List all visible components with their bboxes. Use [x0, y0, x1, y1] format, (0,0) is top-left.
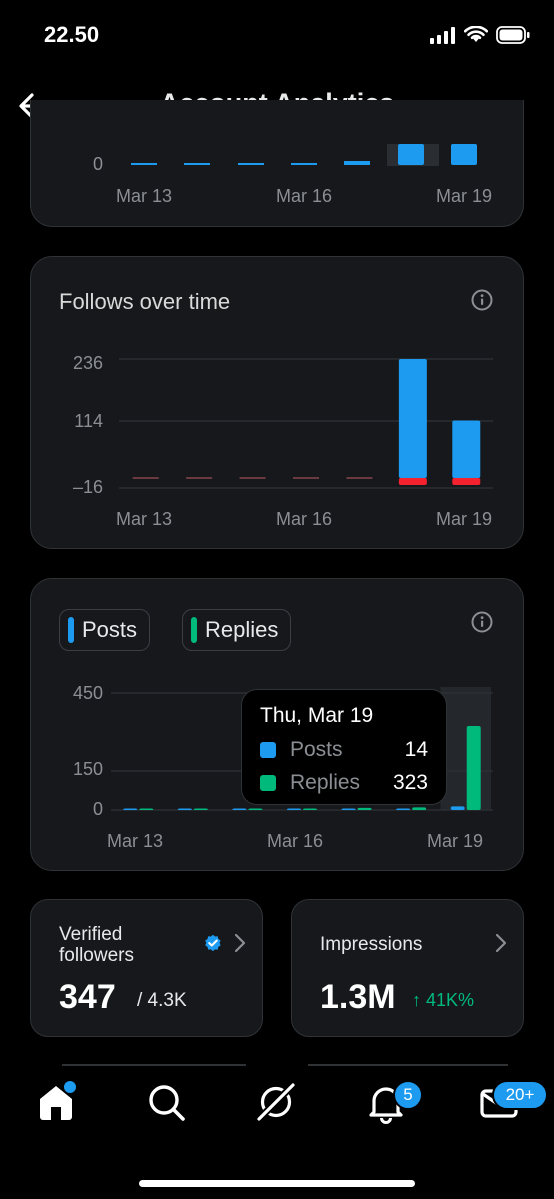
verified-followers-value: 347 [59, 978, 116, 1016]
follows-x-tick: Mar 13 [116, 509, 173, 529]
replies-bar [139, 808, 154, 810]
top-bar [451, 144, 477, 165]
follows-bar [239, 477, 266, 479]
posts-highlight-column [440, 687, 491, 810]
posts-bar [341, 808, 356, 810]
home-icon[interactable] [34, 1080, 78, 1124]
replies-swatch [191, 617, 197, 643]
next-card-edge [308, 1064, 508, 1066]
top-x-tick: Mar 13 [116, 186, 173, 206]
replies-bar [248, 808, 263, 810]
top-bar [131, 163, 157, 165]
posts-bar [450, 806, 465, 810]
posts-x-tick: Mar 16 [267, 831, 324, 851]
follows-y-tick: –16 [72, 477, 103, 497]
verified-followers-card[interactable]: Verified followers 347 / 4.3K [30, 899, 263, 1037]
top-bar [291, 163, 317, 165]
top-x-tick: Mar 19 [436, 186, 493, 206]
tooltip-label: Posts [290, 738, 343, 761]
legend-posts-label: Posts [82, 617, 138, 642]
notifications-badge: 5 [393, 1080, 423, 1110]
top-bar [238, 163, 264, 165]
home-notification-dot [62, 1079, 78, 1095]
replies-bar [466, 726, 481, 810]
home-indicator [139, 1180, 415, 1187]
bottom-nav: 5 20+ [0, 1060, 554, 1150]
follows-bar [452, 420, 481, 478]
follows-chart-card: Follows over time 236 114 –16 Mar 13 Mar… [30, 256, 524, 549]
impressions-title: Impressions [320, 934, 423, 955]
follows-chart-plot [119, 358, 493, 489]
posts-y-tick: 150 [72, 759, 103, 779]
chart-tooltip: Thu, Mar 19 Posts 14 Replies 323 [241, 689, 447, 805]
tooltip-swatch-replies [260, 775, 276, 791]
posts-bar [177, 808, 192, 810]
verified-followers-total: / 4.3K [137, 990, 187, 1011]
tooltip-date: Thu, Mar 19 [260, 704, 374, 727]
posts-y-tick: 0 [92, 799, 103, 819]
verified-title-line1: Verified [59, 924, 123, 945]
posts-x-tick: Mar 19 [427, 831, 484, 851]
signal-icon [430, 27, 455, 44]
status-icons [430, 26, 530, 44]
follows-bar [346, 477, 373, 479]
impressions-value: 1.3M [320, 978, 396, 1016]
follows-bar [186, 477, 213, 479]
tooltip-swatch-posts [260, 742, 276, 758]
posts-chart-card: Posts Replies 450 150 0 Mar 13 Mar 16 Ma… [30, 578, 524, 871]
follows-chart-title: Follows over time [59, 289, 231, 314]
unfollows-bar [452, 478, 481, 485]
verified-title-line2: followers [59, 945, 134, 966]
info-icon[interactable] [471, 611, 493, 633]
follows-bar [132, 477, 159, 479]
chevron-right-icon [234, 933, 246, 953]
verified-followers-title: Verified followers [59, 924, 134, 966]
top-chart-card: 0 Mar 13 Mar 16 Mar 19 [30, 100, 524, 227]
follows-y-tick: 236 [72, 353, 103, 373]
posts-bar [232, 808, 247, 810]
top-bar [184, 163, 210, 165]
impressions-card[interactable]: Impressions 1.3M ↑ 41K% [291, 899, 524, 1037]
tooltip-value: 323 [392, 771, 428, 794]
info-icon[interactable] [471, 289, 493, 311]
unfollows-bar [398, 478, 427, 485]
tooltip-row-posts: Posts 14 [260, 738, 428, 762]
impressions-change: ↑ 41K% [412, 990, 475, 1010]
legend-chip-posts[interactable]: Posts [59, 609, 151, 651]
top-chart-svg [131, 144, 477, 166]
replies-bar [193, 808, 208, 810]
follows-y-tick: 114 [74, 411, 103, 431]
posts-swatch [68, 617, 74, 643]
tooltip-label: Replies [290, 771, 361, 794]
tooltip-value: 14 [404, 738, 428, 761]
top-bar [344, 161, 370, 165]
posts-y-tick: 450 [72, 683, 103, 703]
legend-replies-label: Replies [205, 617, 279, 642]
posts-bar [123, 808, 138, 810]
next-card-edge [62, 1064, 246, 1066]
grok-icon[interactable] [254, 1080, 298, 1124]
posts-bar [287, 808, 301, 810]
status-time: 22.50 [44, 22, 100, 47]
tooltip-row-replies: Replies 323 [260, 771, 428, 795]
replies-bar [412, 807, 427, 810]
replies-bar [303, 808, 317, 810]
legend-chip-replies[interactable]: Replies [182, 609, 292, 651]
verified-badge-icon [205, 934, 221, 952]
posts-bar [396, 808, 411, 810]
follows-bar [293, 477, 319, 479]
search-icon[interactable] [144, 1080, 188, 1124]
replies-bar [357, 807, 372, 810]
top-x-tick: Mar 16 [276, 186, 333, 206]
chevron-right-icon [495, 933, 507, 953]
follows-bar [398, 359, 427, 478]
follows-x-tick: Mar 19 [436, 509, 493, 529]
wifi-icon [464, 26, 488, 42]
top-y-tick: 0 [92, 154, 103, 174]
follows-x-tick: Mar 16 [276, 509, 333, 529]
battery-icon [496, 26, 530, 44]
top-bar [398, 144, 424, 165]
posts-x-tick: Mar 13 [107, 831, 164, 851]
messages-badge: 20+ [492, 1080, 548, 1110]
